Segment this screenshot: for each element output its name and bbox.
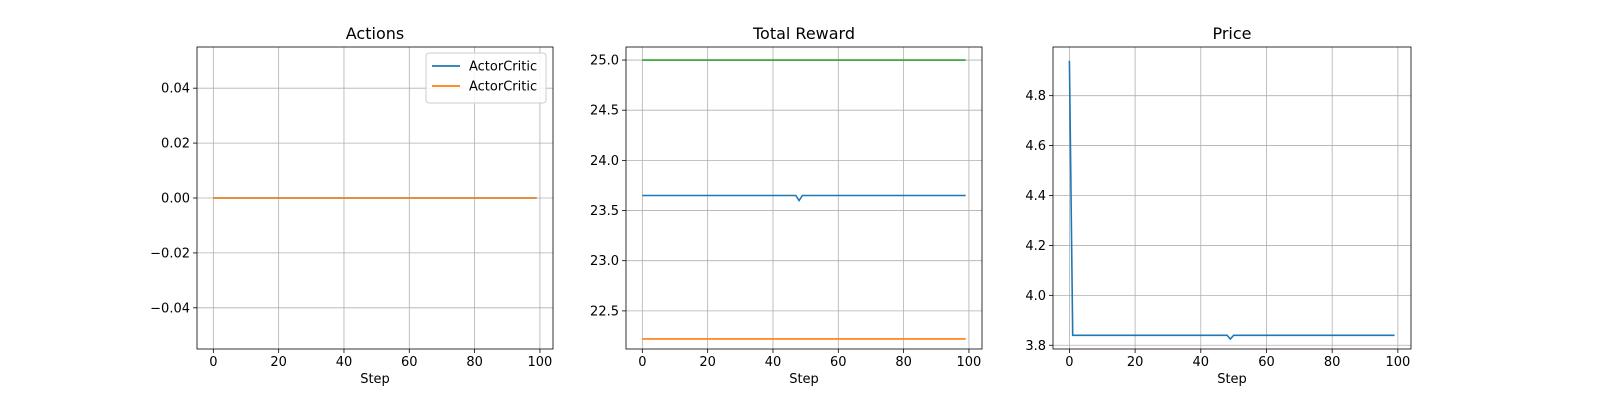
x-tick-label: 60 xyxy=(830,355,847,370)
x-tick-label: 100 xyxy=(528,355,553,370)
x-tick-label: 20 xyxy=(699,355,716,370)
axes-frame xyxy=(625,46,983,350)
y-tick-label: 22.5 xyxy=(590,304,619,319)
x-tick-label: 100 xyxy=(1385,355,1410,370)
chart-title: Total Reward xyxy=(752,24,855,43)
y-tick-label: −0.04 xyxy=(150,301,190,316)
series-line-0 xyxy=(1068,60,1395,341)
x-tick-label: 60 xyxy=(1258,355,1275,370)
x-tick-label: 20 xyxy=(1127,355,1144,370)
y-tick-label: 0.00 xyxy=(161,192,190,207)
y-tick-label: 4.8 xyxy=(1025,89,1046,104)
y-tick-label: 0.02 xyxy=(161,137,190,152)
y-tick-label: 0.04 xyxy=(161,82,190,97)
y-tick-label: 23.5 xyxy=(590,204,619,219)
x-tick-label: 100 xyxy=(957,355,982,370)
series-line-0 xyxy=(642,194,966,202)
x-tick-label: 0 xyxy=(1065,355,1073,370)
x-tick-label: 80 xyxy=(466,355,483,370)
y-tick-label: 24.0 xyxy=(590,154,619,169)
y-tick-label: 4.4 xyxy=(1025,189,1046,204)
y-tick-label: 4.2 xyxy=(1025,239,1046,254)
chart-panel-0: 0 20 40 60 80 100 −0.04 −0.02 0.00 0.02 0.04 Action… xyxy=(150,24,554,387)
x-tick-label: 40 xyxy=(765,355,782,370)
x-tick-label: 20 xyxy=(270,355,287,370)
y-tick-label: 3.8 xyxy=(1025,339,1046,354)
x-tick-label: 0 xyxy=(638,355,646,370)
chart-title: Actions xyxy=(346,24,404,43)
y-tick-label: 4.0 xyxy=(1025,289,1046,304)
x-tick-label: 0 xyxy=(209,355,217,370)
legend: ActorCritic ActorCritic xyxy=(425,52,547,104)
x-axis-label: Step xyxy=(1217,372,1247,387)
x-tick-label: 40 xyxy=(336,355,353,370)
axes-frame xyxy=(196,46,554,350)
y-tick-label: 23.0 xyxy=(590,254,619,269)
y-tick-label: 4.6 xyxy=(1025,139,1046,154)
x-tick-label: 80 xyxy=(1324,355,1341,370)
y-tick-label: 24.5 xyxy=(590,104,619,119)
legend-label: ActorCritic xyxy=(469,80,537,95)
y-tick-label: 25.0 xyxy=(590,54,619,69)
x-axis-label: Step xyxy=(789,372,819,387)
chart-title: Price xyxy=(1212,24,1251,43)
axes-frame xyxy=(1052,46,1412,350)
chart-panel-2: 0 20 40 60 80 100 3.8 4.0 4.2 4.4 4.6 4.8 Price Step xyxy=(1025,24,1412,387)
y-tick-label: −0.02 xyxy=(150,246,190,261)
x-tick-label: 60 xyxy=(401,355,418,370)
chart-panel-1: 0 20 40 60 80 100 22.5 23.0 23.5 24.0 24.5 25.0 Tota… xyxy=(590,24,983,387)
legend-label: ActorCritic xyxy=(469,60,537,75)
x-tick-label: 40 xyxy=(1193,355,1210,370)
x-axis-label: Step xyxy=(360,372,390,387)
x-tick-label: 80 xyxy=(895,355,912,370)
